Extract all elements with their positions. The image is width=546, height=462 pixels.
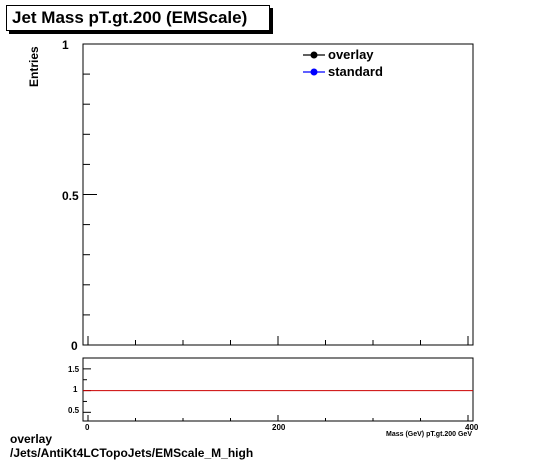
- ratio-x-ticks: [87, 415, 469, 421]
- ratio-y-tick-label-0.5: 0.5: [68, 406, 80, 415]
- x-tick-label-0: 0: [85, 423, 90, 432]
- y-tick-label-0: 0: [71, 339, 78, 353]
- chart-title: Jet Mass pT.gt.200 (EMScale): [6, 5, 270, 31]
- y-tick-label-0.5: 0.5: [62, 189, 79, 203]
- footer-histogram-path: /Jets/AntiKt4LCTopoJets/EMScale_M_high: [10, 446, 254, 460]
- x-axis-label: Mass (GeV) pT.gt.200 GeV: [386, 431, 472, 438]
- legend-label-standard: standard: [328, 64, 383, 79]
- legend-marker-overlay: [310, 51, 318, 59]
- legend-marker-standard: [310, 68, 318, 76]
- legend: overlay standard: [303, 47, 383, 79]
- ratio-plot-frame: [82, 357, 474, 422]
- y-axis-label: Entries: [27, 46, 41, 87]
- footer-sample-label: overlay: [10, 432, 53, 446]
- x-tick-label-400: 400: [465, 423, 479, 432]
- x-tick-label-200: 200: [272, 423, 286, 432]
- main-x-ticks: [87, 336, 469, 345]
- main-y-ticks: [83, 43, 97, 346]
- legend-label-overlay: overlay: [328, 47, 374, 62]
- y-tick-label-1: 1: [62, 38, 69, 52]
- ratio-y-tick-label-1.5: 1.5: [68, 365, 80, 374]
- ratio-y-tick-label-1: 1: [73, 385, 78, 394]
- main-plot-frame: [82, 43, 474, 346]
